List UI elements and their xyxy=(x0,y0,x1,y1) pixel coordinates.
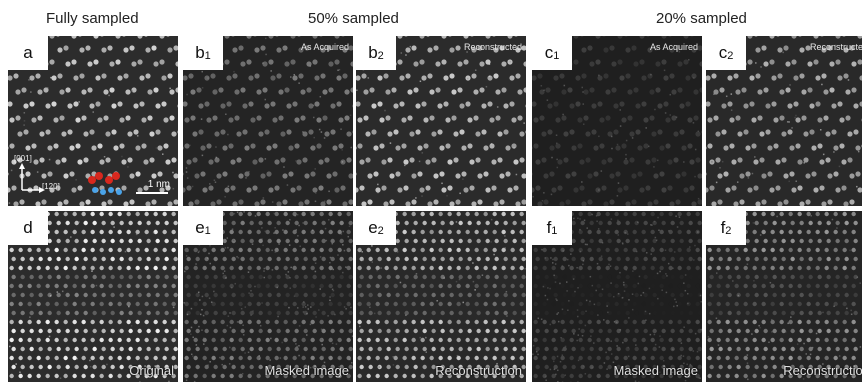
atom-blue-icon xyxy=(92,187,98,193)
panel-tag: Reconstruction xyxy=(435,363,522,378)
panel-letter: a xyxy=(23,43,33,62)
panel-subscript: 1 xyxy=(551,225,558,237)
panel-label-a: a xyxy=(8,36,48,70)
scale-bar xyxy=(136,192,168,194)
scale-bar-label: 1 nm xyxy=(147,179,170,190)
atom-blue-icon xyxy=(100,189,106,195)
panel-subscript: 2 xyxy=(727,50,734,62)
atom-blue-icon xyxy=(108,187,114,193)
panel-subscript: 1 xyxy=(204,50,211,62)
panel-tag: Reconstructed xyxy=(809,42,862,52)
panel-subscript: 1 xyxy=(553,50,560,62)
panel-c2: c2 Reconstructed xyxy=(706,36,862,206)
panel-label-d: d xyxy=(8,211,48,245)
panel-d: d Original xyxy=(8,211,178,382)
panel-letter: c xyxy=(544,43,554,62)
atom-red-icon xyxy=(95,172,103,180)
panel-tag: Reconstructed xyxy=(463,42,522,52)
panel-a: a [001] [120] 1 nm xyxy=(8,36,178,206)
axis-arrows-icon xyxy=(19,163,45,193)
atom-red-icon xyxy=(112,172,120,180)
panel-subscript: 2 xyxy=(377,225,384,237)
panel-tag: As Acquired xyxy=(300,42,349,52)
atom-red-icon xyxy=(88,176,96,184)
panel-b1-image xyxy=(183,36,353,206)
panel-tag: As Acquired xyxy=(649,42,698,52)
panel-subscript: 1 xyxy=(204,225,211,237)
panel-tag: Masked image xyxy=(613,363,698,378)
header-50-sampled: 50% sampled xyxy=(308,10,399,27)
panel-letter: d xyxy=(23,218,33,237)
panel-letter: e xyxy=(195,218,205,237)
panel-tag: Masked image xyxy=(264,363,349,378)
panel-letter: b xyxy=(368,43,378,62)
panel-letter: f xyxy=(720,218,726,237)
header-fully-sampled: Fully sampled xyxy=(46,10,139,27)
panel-e1-image xyxy=(183,211,353,382)
axis-label-120: [120] xyxy=(42,182,60,191)
axis-label-001: [001] xyxy=(14,154,32,163)
atom-blue-icon xyxy=(116,189,122,195)
panel-tag: Original xyxy=(129,363,174,378)
panel-letter: f xyxy=(546,218,552,237)
panel-subscript: 2 xyxy=(377,50,384,62)
panel-subscript: 2 xyxy=(725,225,732,237)
panel-letter: c xyxy=(718,43,728,62)
panel-tag: Reconstruction xyxy=(783,363,862,378)
header-20-sampled: 20% sampled xyxy=(656,10,747,27)
panel-letter: b xyxy=(195,43,205,62)
panel-letter: e xyxy=(368,218,378,237)
atom-red-icon xyxy=(105,176,113,184)
